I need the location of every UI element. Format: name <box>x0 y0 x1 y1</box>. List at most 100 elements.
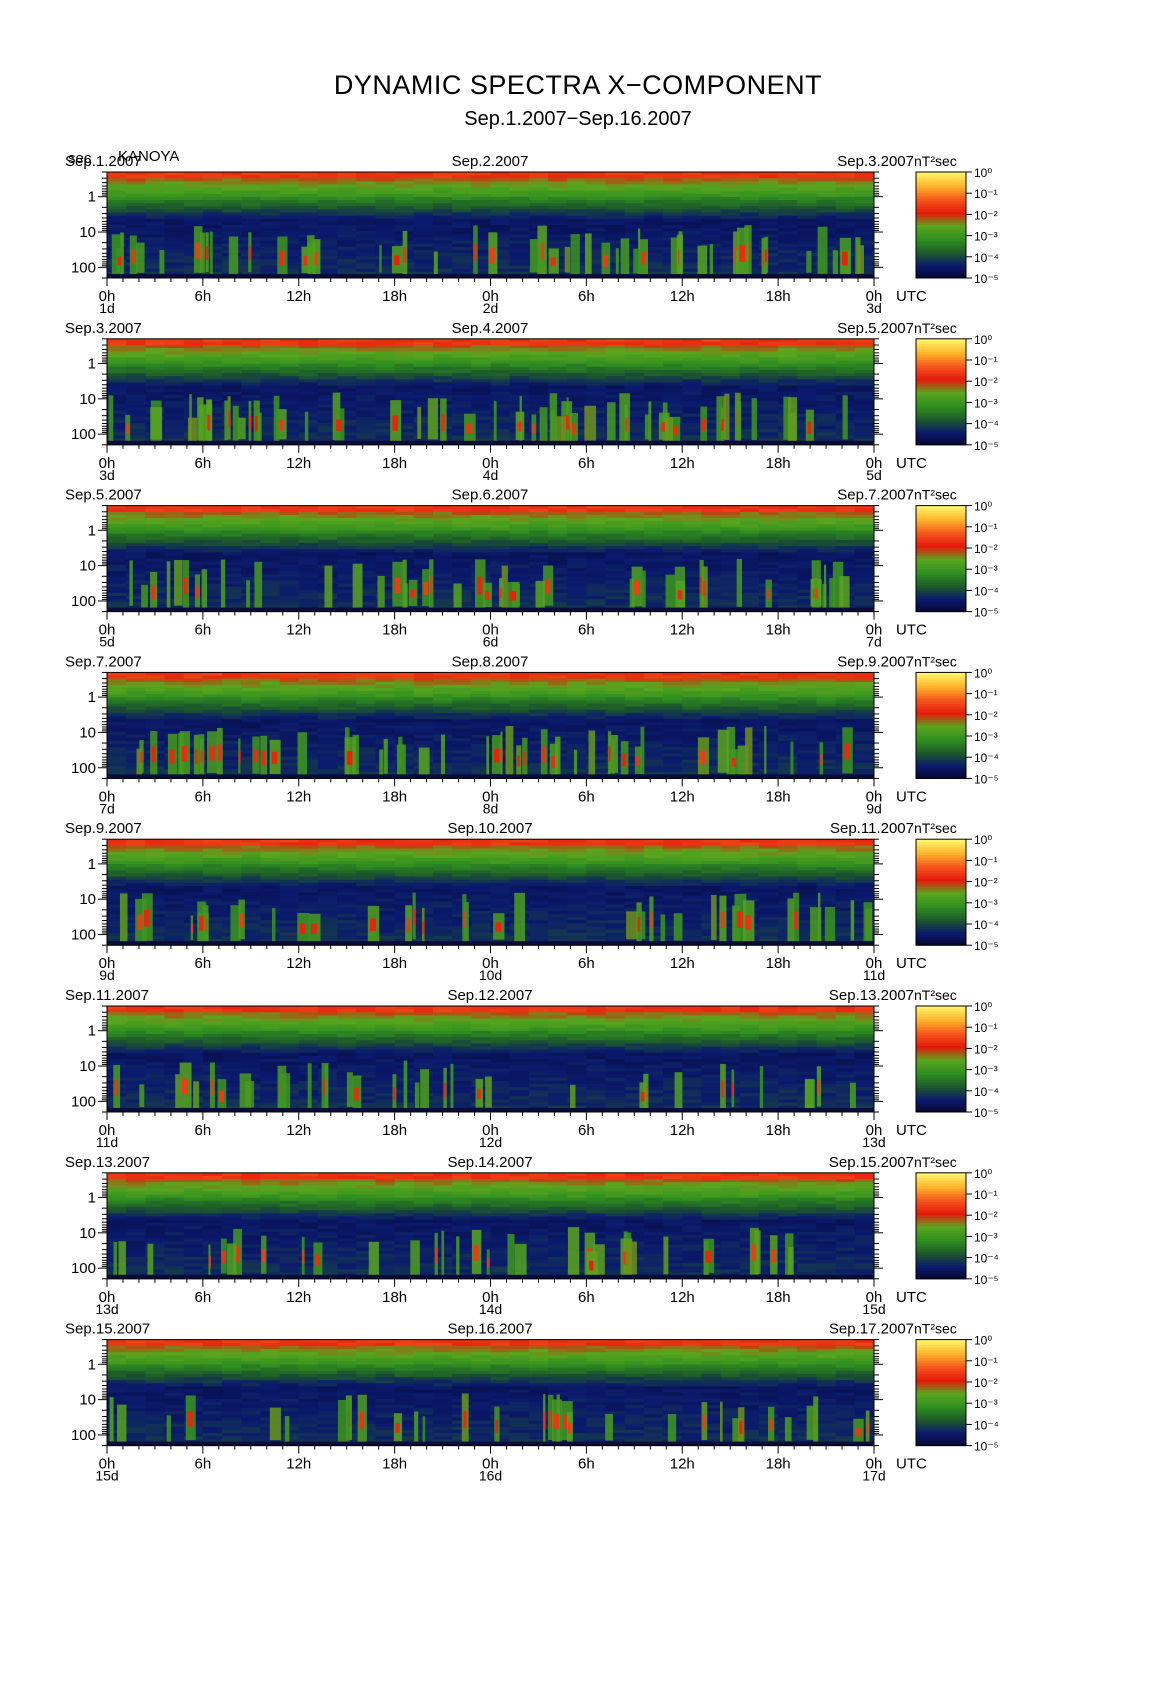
day-label: 13d <box>862 1134 885 1150</box>
x-tick-label: 18h <box>382 788 407 805</box>
y-tick-label: 10 <box>79 224 96 241</box>
utc-label: UTC <box>896 288 927 305</box>
colorbar-tick-label: 10⁻³ <box>974 1230 998 1244</box>
y-tick-label: 10 <box>79 724 96 741</box>
day-label: 14d <box>479 1301 502 1317</box>
colorbar-tick-label: 10⁻² <box>974 542 998 556</box>
colorbar-tick-label: 10⁻¹ <box>974 187 998 201</box>
colorbar: 10⁰ 10⁻¹ 10⁻² 10⁻³ 10⁻⁴ 10⁻⁵ nT²sec <box>914 320 999 453</box>
panel-date-right: Sep.17.2007 <box>829 1321 914 1338</box>
x-tick-label: 18h <box>766 1289 791 1306</box>
day-label: 15d <box>862 1301 885 1317</box>
colorbar-tick-label: 10⁻² <box>974 1209 998 1223</box>
panel-date-right: Sep.7.2007 <box>837 487 914 504</box>
spectrogram-image <box>107 672 875 779</box>
colorbar-tick-label: 10⁰ <box>974 166 992 180</box>
y-tick-label: 100 <box>71 1093 96 1110</box>
x-tick-label: 6h <box>578 1289 595 1306</box>
panel-date-mid: Sep.12.2007 <box>447 987 532 1004</box>
panel-date-mid: Sep.10.2007 <box>447 820 532 837</box>
x-tick-label: 0h <box>866 1456 883 1473</box>
x-tick-label: 18h <box>382 1122 407 1139</box>
x-tick-label: 12h <box>670 288 695 305</box>
colorbar-tick-label: 10⁻² <box>974 1376 998 1390</box>
x-tick-label: 6h <box>578 622 595 639</box>
x-tick-label: 18h <box>382 455 407 472</box>
x-tick-label: 18h <box>382 1456 407 1473</box>
x-tick-label: 6h <box>195 1289 212 1306</box>
colorbar: 10⁰ 10⁻¹ 10⁻² 10⁻³ 10⁻⁴ 10⁻⁵ nT²sec <box>914 820 999 953</box>
x-tick-label: 6h <box>195 622 212 639</box>
spectra-panel: Sep.9.2007 Sep.10.2007 Sep.11.20071101000h… <box>65 820 999 983</box>
x-tick-label: 0h <box>99 955 116 972</box>
x-tick-label: 6h <box>195 1122 212 1139</box>
y-tick-label: 10 <box>79 1058 96 1075</box>
x-tick-label: 18h <box>766 622 791 639</box>
panel-date-mid: Sep.6.2007 <box>452 487 529 504</box>
colorbar: 10⁰ 10⁻¹ 10⁻² 10⁻³ 10⁻⁴ 10⁻⁵ nT²sec <box>914 153 999 286</box>
colorbar-tick-label: 10⁻² <box>974 375 998 389</box>
day-label: 8d <box>483 800 499 816</box>
x-tick-label: 12h <box>670 1289 695 1306</box>
panel-date-right: Sep.15.2007 <box>829 1154 914 1171</box>
colorbar-tick-label: 10⁻⁴ <box>974 918 999 932</box>
y-tick-label: 1 <box>88 1189 96 1206</box>
panel-date-left: Sep.15.2007 <box>65 1321 150 1338</box>
colorbar-unit-label: nT²sec <box>914 1321 957 1337</box>
x-tick-label: 0h <box>866 788 883 805</box>
utc-label: UTC <box>896 1122 927 1139</box>
y-tick-label: 1 <box>88 355 96 372</box>
colorbar-unit-label: nT²sec <box>914 1154 957 1170</box>
panel-date-right: Sep.9.2007 <box>837 653 914 670</box>
colorbar-tick-label: 10⁻¹ <box>974 521 998 535</box>
colorbar-tick-label: 10⁰ <box>974 333 992 347</box>
colorbar-tick-label: 10⁻⁴ <box>974 251 999 265</box>
day-label: 2d <box>483 300 499 316</box>
panel-date-right: Sep.5.2007 <box>837 320 914 337</box>
colorbar-tick-label: 10⁻² <box>974 1042 998 1056</box>
day-label: 5d <box>866 467 882 483</box>
x-tick-label: 0h <box>866 1289 883 1306</box>
utc-label: UTC <box>896 955 927 972</box>
y-tick-label: 1 <box>88 522 96 539</box>
colorbar-tick-label: 10⁻³ <box>974 1064 998 1078</box>
x-tick-label: 18h <box>382 288 407 305</box>
colorbar-tick-label: 10⁻¹ <box>974 1021 998 1035</box>
colorbar-tick-label: 10⁻⁴ <box>974 418 999 432</box>
x-tick-label: 12h <box>286 788 311 805</box>
y-tick-label: 100 <box>71 1260 96 1277</box>
y-tick-label: 100 <box>71 259 96 276</box>
x-tick-label: 12h <box>286 288 311 305</box>
colorbar-tick-label: 10⁻⁵ <box>974 606 999 620</box>
utc-label: UTC <box>896 622 927 639</box>
x-tick-label: 18h <box>766 1456 791 1473</box>
spectra-panel: Sep.11.2007 Sep.12.2007 Sep.13.20071101000… <box>65 987 999 1150</box>
colorbar-unit-label: nT²sec <box>914 320 957 336</box>
colorbar-tick-label: 10⁻³ <box>974 1397 998 1411</box>
x-tick-label: 12h <box>286 455 311 472</box>
y-tick-label: 10 <box>79 891 96 908</box>
x-tick-label: 12h <box>286 955 311 972</box>
x-tick-label: 0h <box>866 955 883 972</box>
day-label: 16d <box>479 1468 502 1484</box>
colorbar-tick-label: 10⁻⁴ <box>974 584 999 598</box>
x-tick-label: 6h <box>195 955 212 972</box>
colorbar-tick-label: 10⁻⁴ <box>974 1085 999 1099</box>
panel-date-right: Sep.11.2007 <box>830 820 914 837</box>
y-tick-label: 10 <box>79 1225 96 1242</box>
x-tick-label: 12h <box>670 1122 695 1139</box>
colorbar-tick-label: 10⁻¹ <box>974 1355 998 1369</box>
x-tick-label: 18h <box>766 955 791 972</box>
day-label: 9d <box>866 800 882 816</box>
x-tick-label: 12h <box>670 455 695 472</box>
colorbar-tick-label: 10⁰ <box>974 500 992 514</box>
colorbar-tick-label: 10⁻⁵ <box>974 1440 999 1454</box>
day-label: 3d <box>866 300 882 316</box>
station-label: KANOYA <box>118 148 180 165</box>
panel-date-mid: Sep.8.2007 <box>452 653 529 670</box>
x-tick-label: 12h <box>286 622 311 639</box>
colorbar-tick-label: 10⁻² <box>974 709 998 723</box>
